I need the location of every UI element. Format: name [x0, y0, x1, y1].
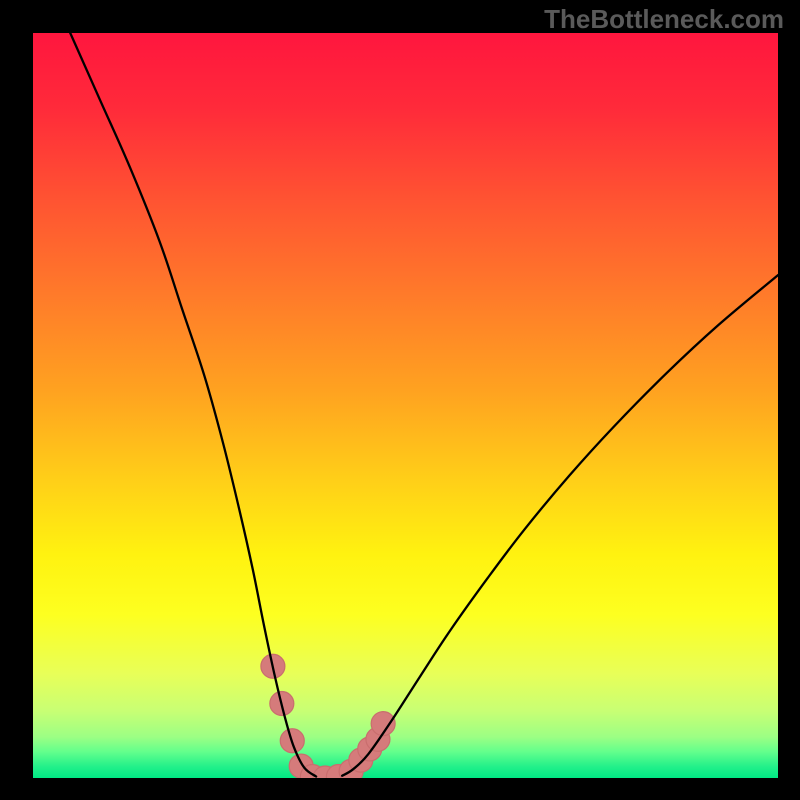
watermark-text: TheBottleneck.com	[544, 4, 784, 35]
plot-area	[33, 33, 778, 778]
chart-stage: TheBottleneck.com	[0, 0, 800, 800]
curve-overlay	[33, 33, 778, 778]
bottleneck-curve	[342, 275, 778, 776]
